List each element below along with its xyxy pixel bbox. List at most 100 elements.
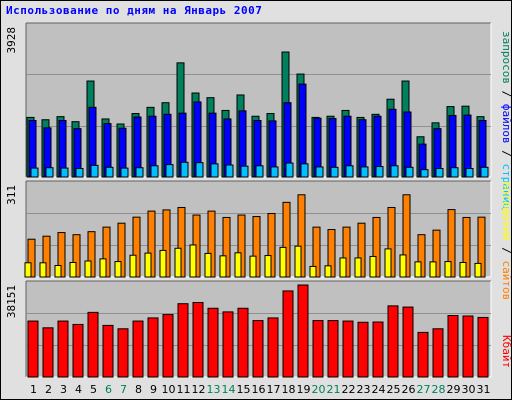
kbytes-bar bbox=[432, 328, 444, 378]
day-tick-label: 20 bbox=[312, 383, 326, 396]
files-bar bbox=[298, 83, 307, 178]
visits-bar bbox=[144, 252, 152, 278]
kbytes-legend: Кбайт bbox=[500, 335, 511, 368]
pages-bar bbox=[225, 164, 234, 178]
day-tick-label: 1 bbox=[30, 383, 37, 396]
pages-bar bbox=[240, 165, 249, 178]
visits-bar bbox=[249, 255, 257, 278]
visits-bar bbox=[84, 260, 92, 278]
day-tick-label: 13 bbox=[207, 383, 221, 396]
pages-bar bbox=[75, 167, 84, 178]
day-tick-label: 8 bbox=[135, 383, 142, 396]
chart-title: Использование по дням на Январь 2007 bbox=[6, 4, 263, 17]
visits-bar bbox=[354, 257, 362, 278]
visits-bar bbox=[99, 258, 107, 278]
day-tick-label: 5 bbox=[90, 383, 97, 396]
visits-bar bbox=[474, 262, 482, 278]
pages-bar bbox=[390, 165, 399, 178]
day-tick-label: 10 bbox=[162, 383, 176, 396]
legend-sites: сайтов bbox=[500, 260, 511, 300]
visits-bar bbox=[189, 244, 197, 278]
pages-bar bbox=[180, 161, 189, 178]
pages-bar bbox=[45, 167, 54, 178]
visits-bar bbox=[204, 252, 212, 278]
day-tick-label: 12 bbox=[192, 383, 206, 396]
pages-bar bbox=[375, 166, 384, 178]
visits-ymax-label: 311 bbox=[5, 185, 18, 205]
pages-bar bbox=[405, 166, 414, 178]
day-tick-label: 19 bbox=[297, 383, 311, 396]
pages-bar bbox=[210, 163, 219, 178]
kbytes-bar bbox=[147, 317, 159, 378]
pages-bar bbox=[135, 167, 144, 178]
visits-bar bbox=[399, 254, 407, 278]
pages-bar bbox=[105, 166, 114, 178]
kbytes-bar bbox=[57, 320, 69, 378]
pages-bar bbox=[330, 166, 339, 178]
pages-bar bbox=[435, 167, 444, 178]
kbytes-bar bbox=[402, 306, 414, 378]
kbytes-ymax-label: 38151 bbox=[5, 285, 18, 318]
pages-bar bbox=[90, 164, 99, 178]
pages-bar bbox=[420, 169, 429, 178]
day-tick-label: 27 bbox=[417, 383, 431, 396]
kbytes-bar bbox=[417, 331, 429, 378]
visits-bar bbox=[384, 248, 392, 278]
pages-bar bbox=[465, 167, 474, 178]
day-tick-label: 28 bbox=[432, 383, 446, 396]
files-bar bbox=[463, 114, 472, 178]
pages-bar bbox=[255, 165, 264, 178]
visits-bar bbox=[234, 252, 242, 278]
kbytes-bar bbox=[342, 320, 354, 378]
pages-bar bbox=[120, 167, 129, 178]
visits-legend: посещений / сайтов bbox=[500, 181, 511, 300]
legend-files: файлов bbox=[500, 104, 511, 144]
visits-bar bbox=[339, 257, 347, 278]
day-tick-label: 23 bbox=[357, 383, 371, 396]
pages-bar bbox=[360, 166, 369, 178]
day-tick-label: 6 bbox=[105, 383, 112, 396]
visits-bar bbox=[69, 261, 77, 278]
kbytes-bar bbox=[72, 323, 84, 378]
visits-bar bbox=[459, 261, 467, 278]
kbytes-bar bbox=[297, 284, 309, 378]
day-tick-label: 18 bbox=[282, 383, 296, 396]
day-tick-label: 7 bbox=[120, 383, 127, 396]
day-tick-label: 26 bbox=[402, 383, 416, 396]
visits-bar bbox=[309, 265, 317, 278]
pages-bar bbox=[30, 167, 39, 178]
legend-sep: / bbox=[500, 241, 511, 261]
kbytes-bar bbox=[207, 307, 219, 378]
day-tick-label: 21 bbox=[327, 383, 341, 396]
pages-bar bbox=[315, 166, 324, 178]
day-tick-label: 16 bbox=[252, 383, 266, 396]
kbytes-bar bbox=[267, 317, 279, 378]
legend-sep: / bbox=[500, 144, 511, 164]
kbytes-bar bbox=[327, 320, 339, 378]
visits-bar bbox=[294, 245, 302, 278]
day-tick-label: 24 bbox=[372, 383, 386, 396]
hits-legend: запросов / файлов / страниц bbox=[500, 31, 511, 210]
visits-bar bbox=[414, 261, 422, 278]
visits-bar bbox=[174, 247, 182, 278]
kbytes-bar bbox=[477, 316, 489, 378]
pages-bar bbox=[480, 166, 489, 178]
kbytes-bar bbox=[312, 320, 324, 378]
visits-bar bbox=[264, 255, 272, 278]
day-tick-label: 9 bbox=[150, 383, 157, 396]
visits-bar bbox=[129, 254, 137, 278]
visits-bar bbox=[219, 255, 227, 278]
kbytes-bar bbox=[132, 320, 144, 378]
kbytes-bar bbox=[42, 327, 54, 378]
kbytes-bar bbox=[222, 311, 234, 378]
kbytes-bar bbox=[462, 315, 474, 378]
visits-bar bbox=[369, 255, 377, 278]
day-tick-label: 2 bbox=[45, 383, 52, 396]
kbytes-bar bbox=[447, 315, 459, 378]
day-tick-label: 29 bbox=[447, 383, 461, 396]
visits-bar bbox=[114, 261, 122, 278]
kbytes-bar bbox=[162, 314, 174, 378]
legend-sep: / bbox=[500, 84, 511, 104]
kbytes-bar bbox=[87, 311, 99, 378]
